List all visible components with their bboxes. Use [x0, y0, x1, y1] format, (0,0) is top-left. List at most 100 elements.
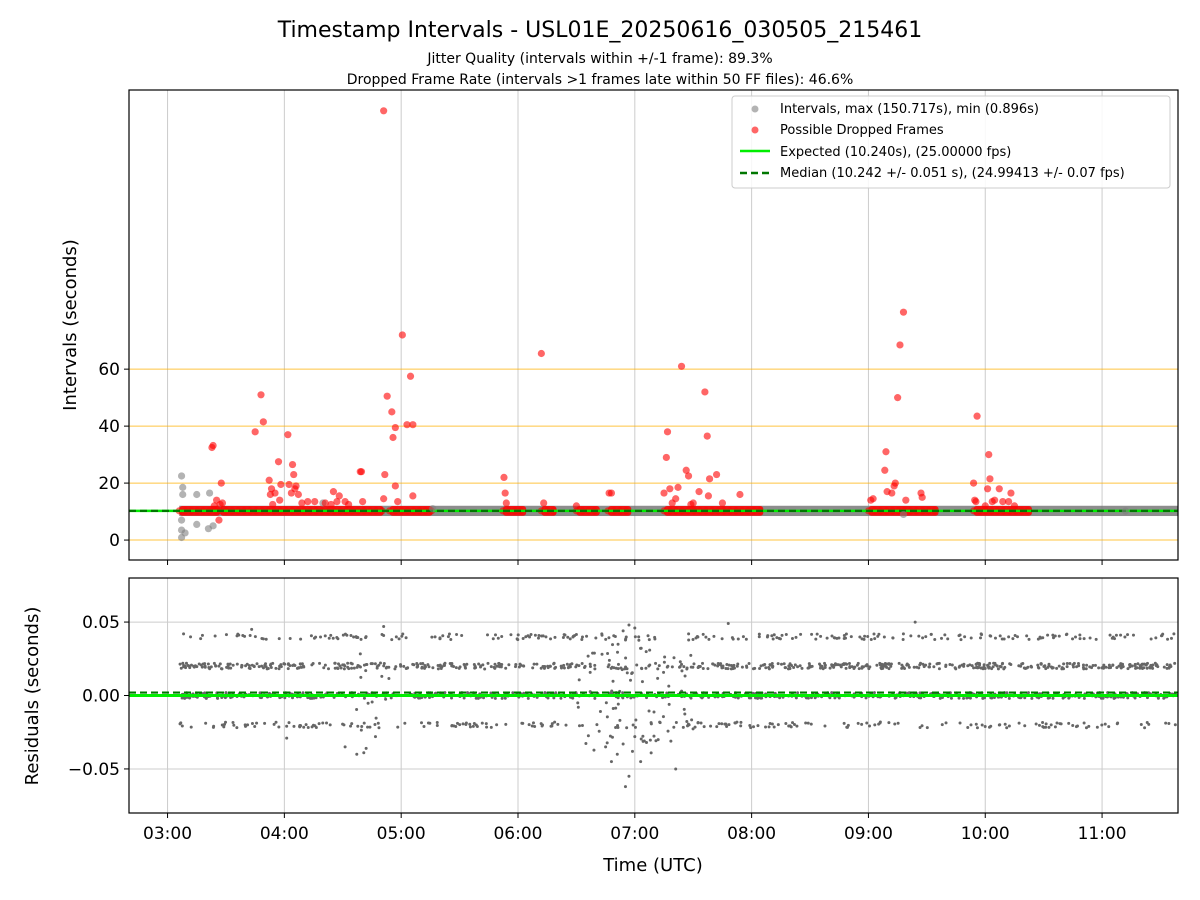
residual-point	[678, 665, 682, 669]
residual-point	[438, 636, 442, 640]
residual-point	[1164, 721, 1168, 725]
residual-point	[243, 723, 247, 727]
residual-point	[394, 635, 398, 639]
intervals-x-ticks	[167, 560, 1103, 565]
residual-point	[825, 636, 829, 640]
residual-point	[611, 643, 615, 647]
residual-point	[1039, 662, 1043, 666]
legend-box	[731, 95, 1171, 189]
residual-point	[486, 661, 490, 665]
residual-point	[248, 633, 252, 637]
residual-point	[580, 662, 584, 666]
dropped-frame-point	[689, 499, 697, 507]
residual-point	[450, 661, 454, 665]
dropped-frame-point	[345, 500, 353, 509]
residual-point	[709, 724, 713, 728]
residual-point	[887, 667, 891, 671]
residual-point	[1023, 666, 1027, 670]
residual-point	[872, 691, 876, 695]
residual-point	[562, 663, 566, 667]
residual-point	[1051, 696, 1055, 700]
residual-point	[507, 663, 511, 667]
dropped-frame-point	[388, 408, 396, 416]
residual-point	[863, 634, 867, 638]
residual-point	[689, 653, 693, 657]
residual-point	[200, 633, 204, 637]
dropped-frame-point	[277, 480, 285, 489]
residual-point	[325, 721, 329, 725]
residual-point	[368, 725, 372, 729]
residual-point	[1082, 721, 1086, 725]
residual-point	[362, 721, 366, 725]
residual-point	[790, 636, 794, 640]
residual-point	[1046, 665, 1050, 669]
residual-point	[549, 637, 553, 641]
residual-point	[571, 635, 575, 639]
residual-point	[333, 661, 337, 665]
residual-point	[921, 662, 925, 666]
residual-point	[701, 661, 705, 665]
residual-outlier-point	[633, 735, 637, 739]
residual-point	[918, 725, 922, 729]
residual-point	[516, 633, 520, 637]
residuals-y-ticks: 0.05 0.00 −0.05	[68, 613, 129, 780]
residual-point	[1075, 665, 1079, 669]
residual-point	[389, 696, 393, 700]
residual-point	[283, 696, 287, 700]
interval-point	[193, 520, 201, 528]
residual-point	[768, 722, 772, 726]
residual-point	[541, 664, 545, 668]
residual-point	[1037, 666, 1041, 670]
residual-point	[1166, 637, 1170, 641]
residual-point	[474, 666, 478, 670]
residual-point	[373, 722, 377, 726]
residual-point	[331, 636, 335, 640]
residual-outlier-point	[615, 752, 619, 756]
residual-point	[356, 724, 360, 728]
dropped-frame-point	[736, 490, 744, 499]
dropped-frame-point	[257, 391, 265, 399]
residual-point	[611, 679, 615, 683]
residual-point	[180, 724, 184, 728]
dropped-frame-point	[290, 470, 298, 479]
dropped-frame-point	[329, 488, 338, 496]
residual-point	[968, 696, 972, 700]
residual-point	[493, 666, 497, 670]
residual-point	[1169, 636, 1173, 640]
residual-point	[535, 662, 539, 666]
residual-point	[830, 634, 834, 638]
residual-point	[426, 721, 430, 725]
interval-point	[177, 472, 186, 480]
intervals-y-tick-label: 40	[98, 417, 120, 437]
residual-point	[552, 662, 556, 666]
residual-point	[672, 656, 676, 660]
residual-point	[865, 663, 869, 667]
residual-point	[720, 666, 724, 670]
residual-point	[614, 706, 618, 710]
dropped-frame-point	[973, 412, 981, 420]
residual-point	[1121, 662, 1125, 666]
residual-point	[187, 664, 191, 668]
residual-point	[350, 662, 354, 666]
residual-point	[1084, 726, 1088, 730]
residual-point	[189, 663, 193, 667]
residual-point	[764, 666, 768, 670]
residual-point	[962, 696, 966, 700]
residual-point	[600, 633, 604, 637]
residual-point	[633, 635, 637, 639]
residual-point	[652, 734, 656, 738]
residual-point	[687, 638, 691, 642]
residual-point	[711, 662, 715, 666]
dropped-frame-point	[1010, 502, 1019, 510]
residual-point	[287, 721, 291, 725]
residual-point	[842, 662, 846, 666]
residual-point	[277, 667, 281, 671]
dropped-frame-point	[406, 372, 415, 380]
residual-point	[1036, 663, 1040, 667]
intervals-y-tick-label: 20	[98, 474, 120, 494]
residual-point	[460, 634, 464, 638]
residual-point	[800, 666, 804, 670]
residual-point	[465, 691, 469, 695]
residual-point	[214, 664, 218, 668]
residual-point	[1119, 633, 1123, 637]
